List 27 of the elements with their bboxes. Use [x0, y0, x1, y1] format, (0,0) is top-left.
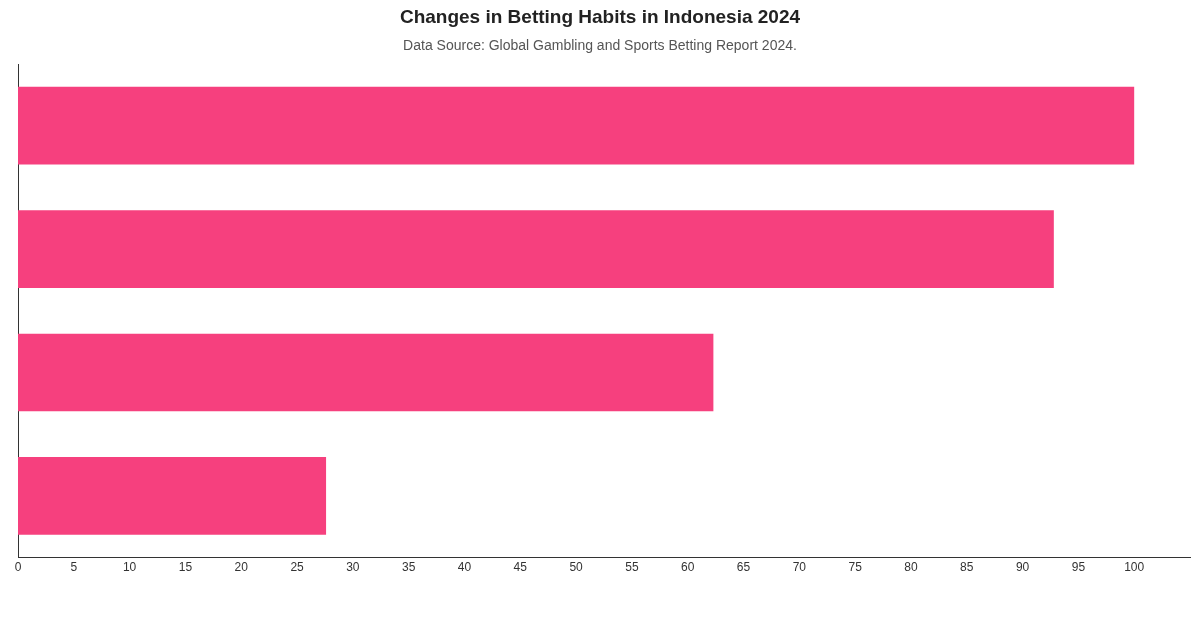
bar: [18, 457, 327, 535]
x-tick-label: 50: [569, 560, 584, 575]
x-tick-label: 65: [736, 560, 751, 575]
x-tick-label: 40: [457, 560, 472, 575]
x-tick-label: 20: [234, 560, 249, 575]
x-tick-label: 0: [14, 560, 22, 575]
x-tick-label: 55: [625, 560, 639, 575]
x-tick-label: 30: [346, 560, 360, 575]
x-tick-label: 90: [1015, 560, 1030, 575]
x-tick-label: 25: [290, 560, 305, 575]
x-tick-label: 60: [681, 560, 695, 575]
x-tick-label: 95: [1071, 560, 1086, 575]
chart-title: Changes in Betting Habits in Indonesia 2024: [398, 6, 802, 28]
bar: [18, 333, 714, 412]
x-tick-label: 70: [792, 560, 807, 575]
x-tick-label: 85: [960, 560, 974, 575]
x-tick-label: 10: [122, 560, 137, 575]
x-tick-label: 75: [848, 560, 863, 575]
chart-subtitle: Data Source: Global Gambling and Sports Betting Report 2024.: [402, 37, 798, 53]
bar: [18, 86, 1135, 165]
x-tick-label: 80: [904, 560, 918, 575]
x-tick-label: 35: [401, 560, 416, 575]
bar: [18, 210, 1054, 288]
x-tick-label: 5: [70, 560, 78, 575]
x-tick-label: 45: [513, 560, 528, 575]
x-tick-label: 15: [178, 560, 193, 575]
x-tick-label: 100: [1124, 560, 1145, 575]
